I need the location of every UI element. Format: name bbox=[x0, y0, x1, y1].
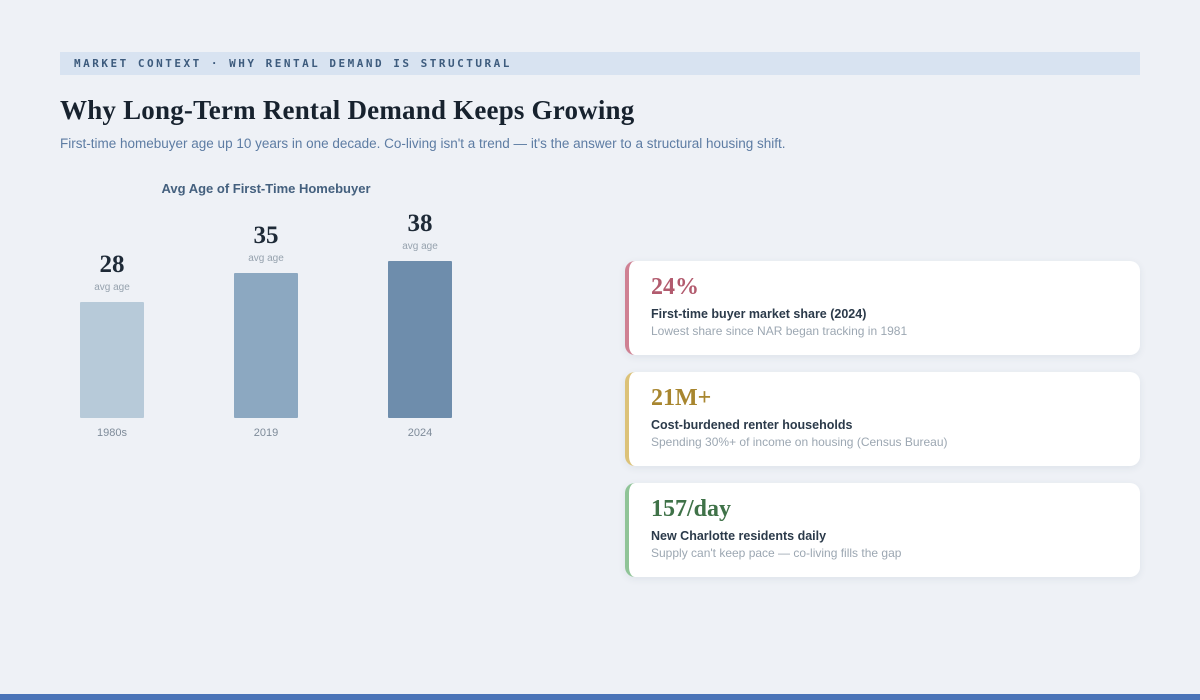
bar-unit-label: avg age bbox=[94, 281, 130, 293]
stat-label: New Charlotte residents daily bbox=[651, 528, 827, 543]
bar-value: 28 bbox=[99, 251, 125, 278]
stat-value: 24% bbox=[651, 274, 699, 300]
bar bbox=[388, 260, 452, 418]
bar-group-2024: 38 avg age 2024 bbox=[388, 210, 452, 439]
page-subtitle: First-time homebuyer age up 10 years in … bbox=[60, 136, 786, 151]
stat-cards: 24% First-time buyer market share (2024)… bbox=[625, 181, 1140, 577]
stat-value: 21M+ bbox=[651, 385, 712, 411]
bar-unit-label: avg age bbox=[248, 252, 284, 264]
bar bbox=[234, 272, 298, 418]
bar-unit-label: avg age bbox=[402, 240, 438, 252]
bar-chart: Avg Age of First-Time Homebuyer 28 avg a… bbox=[60, 181, 530, 577]
bar-category-label: 2024 bbox=[407, 426, 433, 439]
stat-card-charlotte-residents: 157/day New Charlotte residents daily Su… bbox=[625, 483, 1140, 577]
chart-bars: 28 avg age 1980s 35 avg age 2019 38 avg … bbox=[60, 210, 472, 439]
bar bbox=[80, 301, 144, 418]
stat-label: First-time buyer market share (2024) bbox=[651, 306, 867, 321]
bottom-strip bbox=[0, 694, 1200, 700]
eyebrow-label: MARKET CONTEXT · WHY RENTAL DEMAND IS ST… bbox=[74, 57, 512, 70]
section-content: MARKET CONTEXT · WHY RENTAL DEMAND IS ST… bbox=[60, 52, 1140, 577]
eyebrow-banner: MARKET CONTEXT · WHY RENTAL DEMAND IS ST… bbox=[60, 52, 1140, 75]
stat-card-cost-burdened-renters: 21M+ Cost-burdened renter households Spe… bbox=[625, 372, 1140, 466]
stat-note: Lowest share since NAR began tracking in… bbox=[651, 323, 908, 338]
stat-card-first-time-buyer-share: 24% First-time buyer market share (2024)… bbox=[625, 261, 1140, 355]
page-title: Why Long-Term Rental Demand Keeps Growin… bbox=[60, 95, 635, 125]
chart-title: Avg Age of First-Time Homebuyer bbox=[161, 181, 371, 196]
bar-value: 35 bbox=[253, 222, 279, 249]
main-row: Avg Age of First-Time Homebuyer 28 avg a… bbox=[60, 181, 1140, 577]
stat-label: Cost-burdened renter households bbox=[651, 417, 853, 432]
stat-note: Spending 30%+ of income on housing (Cens… bbox=[651, 434, 948, 449]
bar-group-2019: 35 avg age 2019 bbox=[234, 222, 298, 439]
stat-value: 157/day bbox=[651, 496, 732, 522]
bar-category-label: 2019 bbox=[253, 426, 279, 439]
bar-group-1980s: 28 avg age 1980s bbox=[80, 251, 144, 439]
bar-category-label: 1980s bbox=[97, 426, 127, 439]
bar-value: 38 bbox=[407, 210, 433, 237]
stat-note: Supply can't keep pace — co-living fills… bbox=[651, 545, 902, 560]
